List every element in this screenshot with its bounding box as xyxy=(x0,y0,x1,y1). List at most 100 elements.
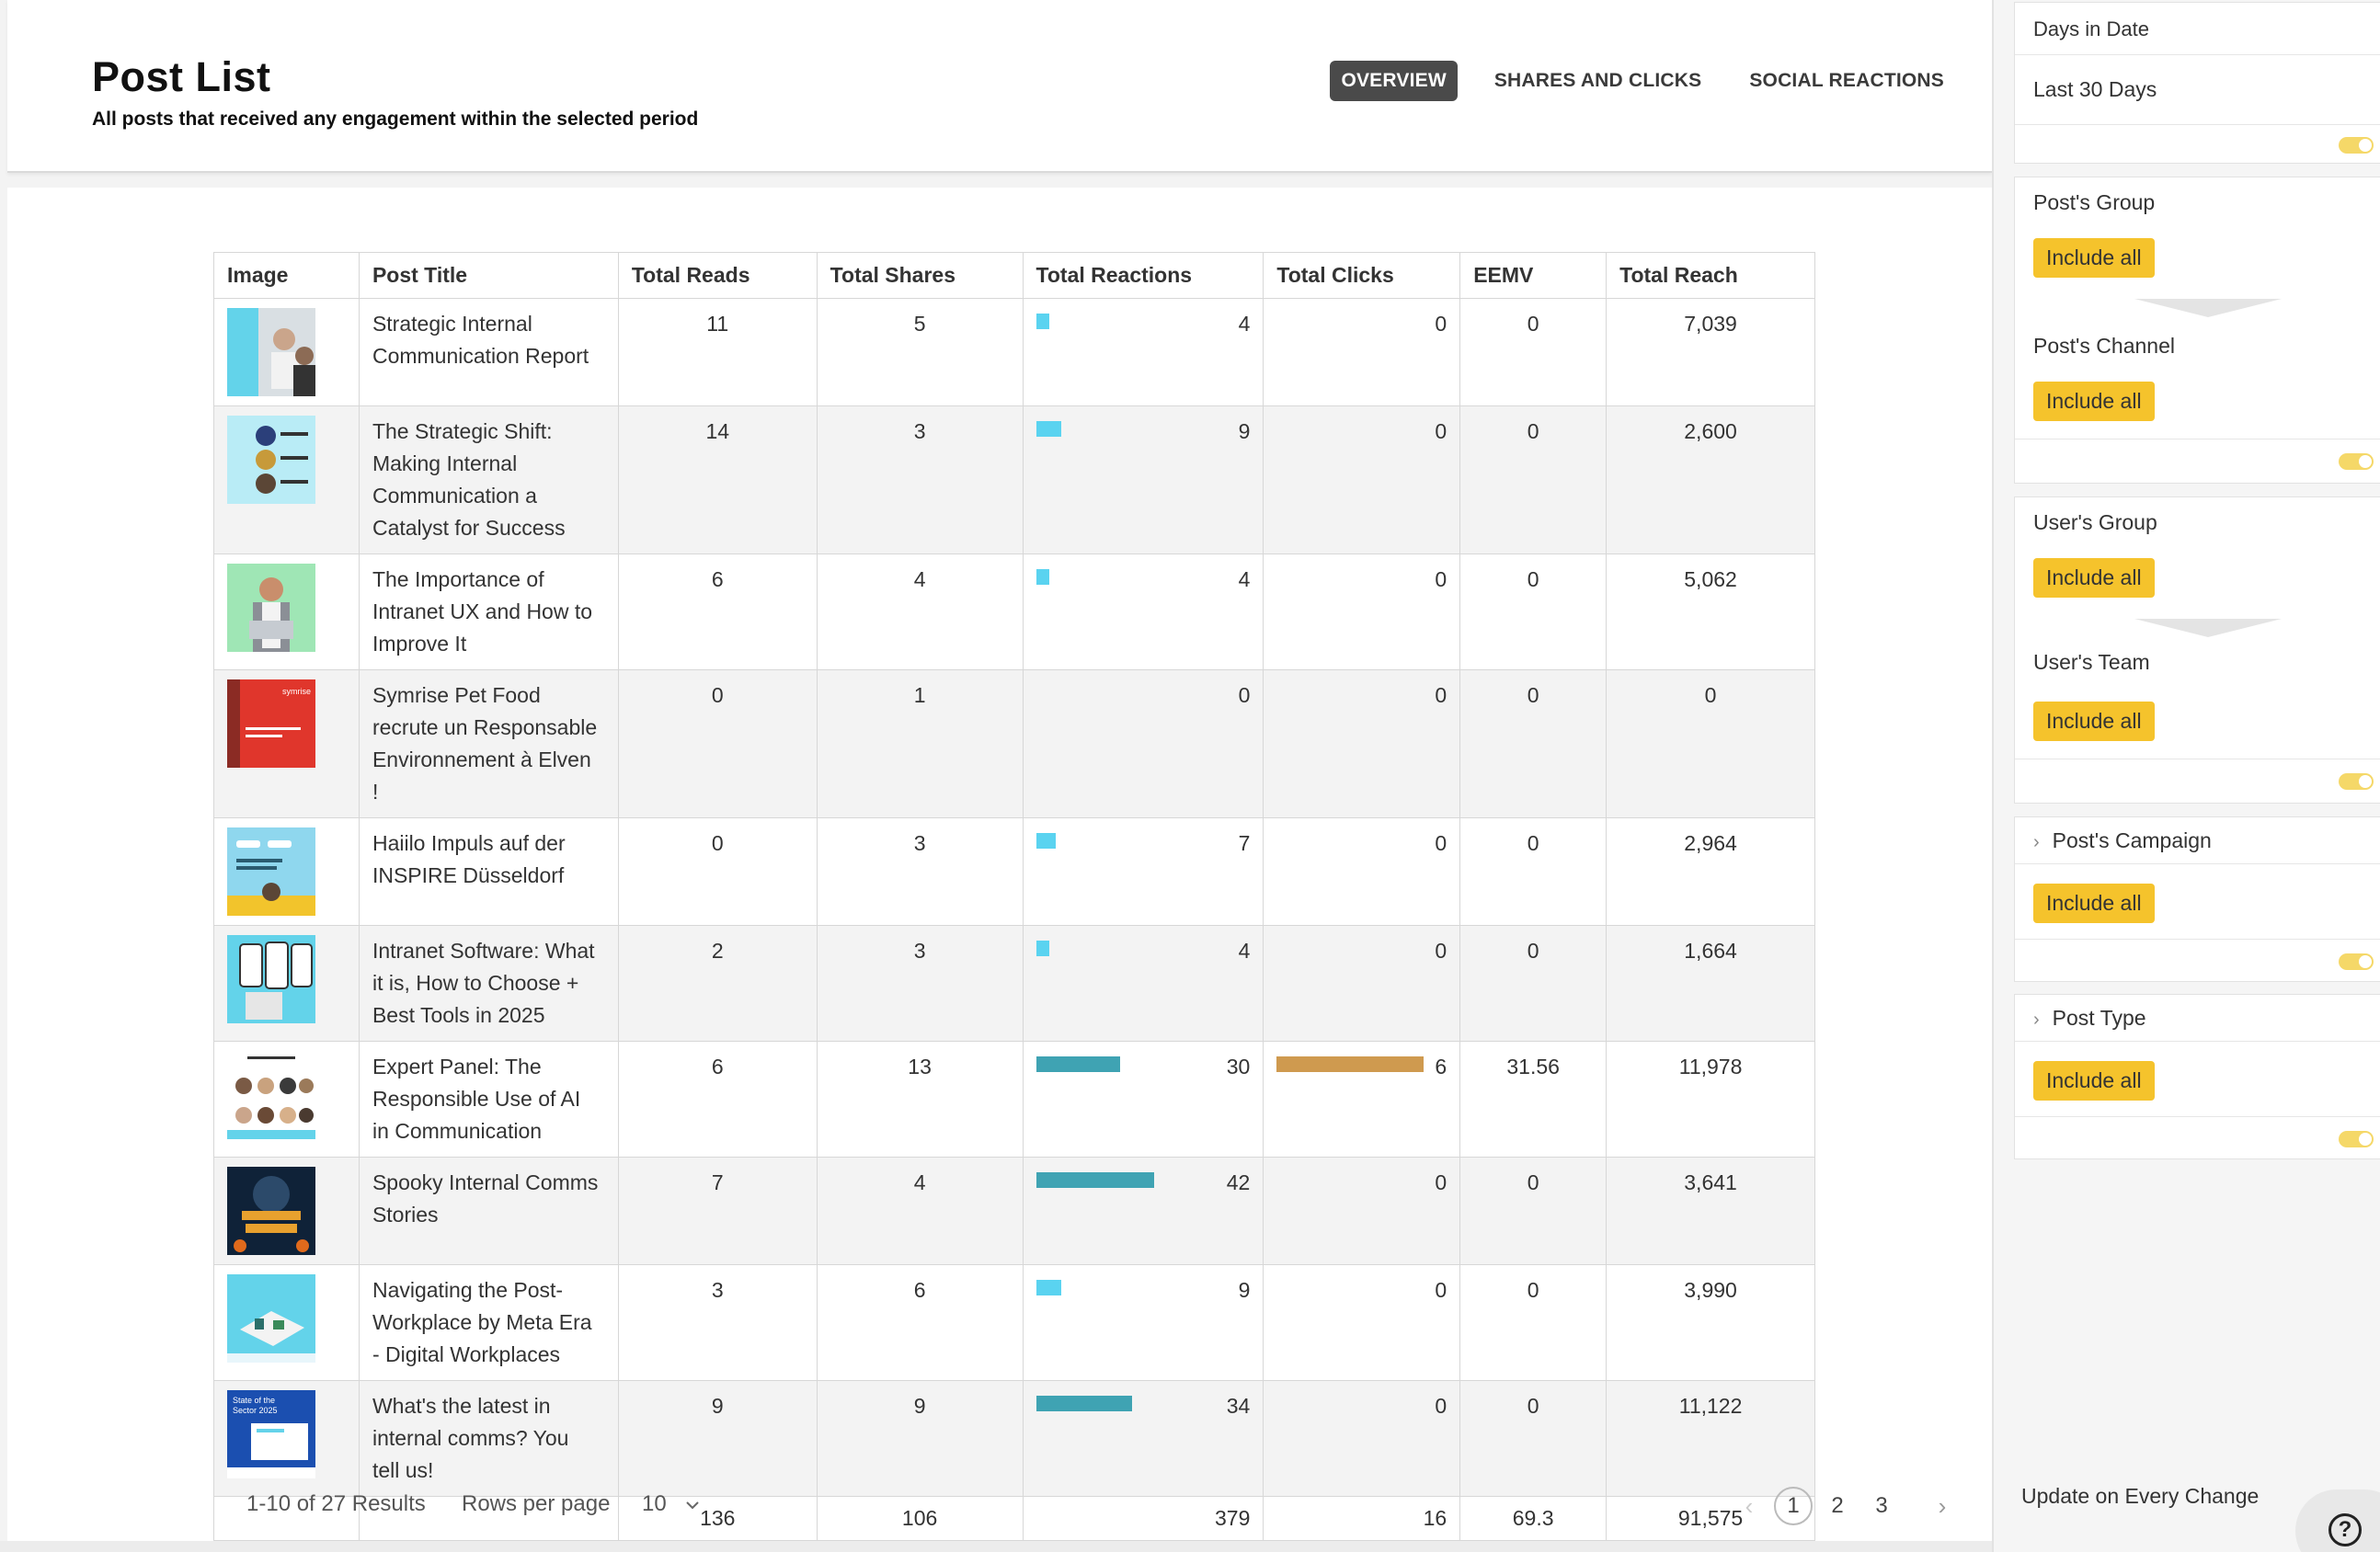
post-title-cell[interactable]: Expert Panel: The Responsible Use of AI in… xyxy=(358,1041,619,1158)
filter-users-group-team: User's Group Include all User's Team Inc… xyxy=(2014,496,2380,804)
table-body: Strategic Internal Communication Report 11… xyxy=(213,298,1815,1497)
table-row[interactable]: Navigating the Post- Workplace by Meta Er… xyxy=(213,1264,1815,1381)
column-header-total-reads[interactable]: Total Reads xyxy=(617,252,818,299)
total-shares: 106 xyxy=(816,1496,1024,1541)
include-all-button-post-type[interactable]: Include all xyxy=(2033,1061,2155,1101)
clicks-value: 0 xyxy=(1435,939,1447,963)
post-image-cell xyxy=(213,298,360,406)
filter-toggle[interactable] xyxy=(2339,1131,2374,1147)
column-header-image[interactable]: Image xyxy=(213,252,360,299)
page-button-3[interactable]: 3 xyxy=(1875,1493,1888,1518)
column-header-total-clicks[interactable]: Total Clicks xyxy=(1263,252,1461,299)
post-thumbnail[interactable] xyxy=(227,308,315,396)
tab-overview[interactable]: OVERVIEW xyxy=(1330,61,1458,101)
post-title-cell[interactable]: Symrise Pet Food recrute un Responsable En… xyxy=(358,669,619,818)
filter-posts-group-channel: Post's Group Include all Post's Channel … xyxy=(2014,177,2380,484)
update-on-change-label: Update on Every Change xyxy=(2021,1484,2260,1508)
post-thumbnail[interactable] xyxy=(227,1167,315,1255)
include-all-button-posts-channel[interactable]: Include all xyxy=(2033,382,2155,421)
post-title-cell[interactable]: Intranet Software: What it is, How to Cho… xyxy=(358,925,619,1042)
post-title-cell[interactable]: Navigating the Post- Workplace by Meta Er… xyxy=(358,1264,619,1381)
reactions-bar xyxy=(1036,421,1061,437)
post-thumbnail[interactable] xyxy=(227,1274,315,1363)
table-row[interactable]: Haiilo Impuls auf der INSPIRE Düsseldorf 0… xyxy=(213,817,1815,926)
reads-cell: 9 xyxy=(617,1380,818,1497)
include-all-button-posts-group[interactable]: Include all xyxy=(2033,238,2155,278)
post-title-cell[interactable]: Strategic Internal Communication Report xyxy=(358,298,619,406)
reads-cell: 3 xyxy=(617,1264,818,1381)
post-title-cell[interactable]: Spooky Internal Comms Stories xyxy=(358,1157,619,1265)
eemv-cell: 0 xyxy=(1459,669,1608,818)
post-thumbnail[interactable] xyxy=(227,564,315,652)
post-title-line: recrute un Responsable xyxy=(372,715,598,739)
reach-cell: 7,039 xyxy=(1606,298,1815,406)
prev-page-icon[interactable]: ‹ xyxy=(1745,1491,1754,1520)
include-all-button-users-group[interactable]: Include all xyxy=(2033,558,2155,598)
help-icon[interactable]: ? xyxy=(2329,1513,2362,1546)
column-header-eemv[interactable]: EEMV xyxy=(1459,252,1608,299)
table-row[interactable]: Spooky Internal Comms Stories 7 4 42 0 0 3,641 xyxy=(213,1157,1815,1265)
post-thumbnail[interactable]: symrise xyxy=(227,679,315,768)
post-title-cell[interactable]: The Strategic Shift: Making Internal Commu… xyxy=(358,405,619,554)
include-all-button-posts-campaign[interactable]: Include all xyxy=(2033,884,2155,923)
reactions-cell: 9 xyxy=(1022,1264,1264,1381)
post-thumbnail[interactable] xyxy=(227,827,315,916)
post-title-cell[interactable]: Haiilo Impuls auf der INSPIRE Düsseldorf xyxy=(358,817,619,926)
totals-empty-image xyxy=(213,1496,360,1541)
post-title-cell[interactable]: What's the latest in internal comms? You t… xyxy=(358,1380,619,1497)
post-title-line: Communication a xyxy=(372,484,537,508)
filter-header-posts-campaign[interactable]: › Post's Campaign xyxy=(2015,828,2230,853)
post-title-line: ! xyxy=(372,780,379,804)
post-title-line: Workplace by Meta Era xyxy=(372,1310,592,1334)
date-range-value[interactable]: Last 30 Days xyxy=(2033,77,2157,101)
reach-cell: 3,990 xyxy=(1606,1264,1815,1381)
table-row[interactable]: symrise Symrise Pet Food recrute un Respon… xyxy=(213,669,1815,818)
table-row[interactable]: Intranet Software: What it is, How to Cho… xyxy=(213,925,1815,1042)
column-header-post-title[interactable]: Post Title xyxy=(358,252,619,299)
table-row[interactable]: Expert Panel: The Responsible Use of AI in… xyxy=(213,1041,1815,1158)
post-thumbnail[interactable] xyxy=(227,1051,315,1139)
table-row[interactable]: The Strategic Shift: Making Internal Commu… xyxy=(213,405,1815,554)
page-button-1[interactable]: 1 xyxy=(1774,1487,1813,1525)
include-all-button-users-team[interactable]: Include all xyxy=(2033,702,2155,741)
post-thumbnail[interactable] xyxy=(227,416,315,504)
table-row[interactable]: State of the Sector 2025 What's the latest… xyxy=(213,1380,1815,1497)
filter-toggle[interactable] xyxy=(2339,453,2374,470)
next-page-icon[interactable]: › xyxy=(1938,1491,1947,1520)
eemv-cell: 0 xyxy=(1459,405,1608,554)
clicks-value: 0 xyxy=(1435,1278,1447,1302)
clicks-value: 0 xyxy=(1435,419,1447,443)
reach-cell: 5,062 xyxy=(1606,553,1815,670)
column-header-total-reactions[interactable]: Total Reactions xyxy=(1022,252,1264,299)
horizontal-scrollbar[interactable] xyxy=(0,1541,1992,1552)
filter-header-post-type[interactable]: › Post Type xyxy=(2015,1006,2165,1031)
post-thumbnail[interactable] xyxy=(227,935,315,1023)
column-header-total-shares[interactable]: Total Shares xyxy=(816,252,1024,299)
post-title-cell[interactable]: The Importance of Intranet UX and How to I… xyxy=(358,553,619,670)
reactions-cell: 30 xyxy=(1022,1041,1264,1158)
table-row[interactable]: The Importance of Intranet UX and How to I… xyxy=(213,553,1815,670)
tab-social-reactions[interactable]: SOCIAL REACTIONS xyxy=(1749,70,1944,91)
column-header-total-reach[interactable]: Total Reach xyxy=(1606,252,1815,299)
tab-shares-and-clicks[interactable]: SHARES AND CLICKS xyxy=(1493,70,1702,91)
eemv-cell: 0 xyxy=(1459,1380,1608,1497)
page-header: Post List All posts that received any en… xyxy=(7,0,1992,173)
reactions-bar xyxy=(1036,1396,1132,1411)
reactions-value: 9 xyxy=(1238,419,1251,443)
clicks-value: 0 xyxy=(1435,831,1447,855)
rows-per-page-select[interactable]: 10 xyxy=(642,1491,702,1517)
filter-toggle[interactable] xyxy=(2339,953,2374,970)
reads-cell: 0 xyxy=(617,817,818,926)
reactions-value: 9 xyxy=(1238,1278,1251,1302)
post-title-line: Best Tools in 2025 xyxy=(372,1003,545,1027)
eemv-cell: 31.56 xyxy=(1459,1041,1608,1158)
post-image-cell xyxy=(213,817,360,926)
filter-toggle[interactable] xyxy=(2339,137,2374,154)
total-clicks: 16 xyxy=(1263,1496,1461,1541)
table-row[interactable]: Strategic Internal Communication Report 11… xyxy=(213,298,1815,406)
shares-cell: 13 xyxy=(816,1041,1024,1158)
page-button-2[interactable]: 2 xyxy=(1831,1493,1844,1518)
filter-toggle[interactable] xyxy=(2339,773,2374,790)
funnel-divider xyxy=(2134,299,2282,317)
